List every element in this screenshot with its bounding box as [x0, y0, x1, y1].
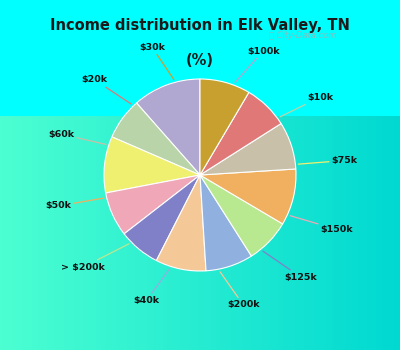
Wedge shape	[124, 175, 200, 260]
Text: $150k: $150k	[290, 216, 353, 234]
Text: ⓘ City-Data.com: ⓘ City-Data.com	[269, 31, 336, 40]
Wedge shape	[106, 175, 200, 234]
Text: All residents: All residents	[156, 92, 244, 105]
Wedge shape	[112, 103, 200, 175]
Text: $75k: $75k	[298, 156, 358, 165]
Text: $125k: $125k	[263, 251, 317, 282]
Wedge shape	[156, 175, 206, 271]
Wedge shape	[200, 169, 296, 224]
Text: $200k: $200k	[220, 272, 260, 309]
Wedge shape	[136, 79, 200, 175]
Text: > $200k: > $200k	[61, 244, 129, 272]
Wedge shape	[200, 175, 283, 256]
Text: $10k: $10k	[280, 93, 333, 117]
Wedge shape	[200, 79, 249, 175]
Wedge shape	[200, 124, 296, 175]
Text: $30k: $30k	[139, 43, 174, 79]
Text: $100k: $100k	[235, 47, 280, 83]
Text: $40k: $40k	[133, 269, 170, 306]
Text: $60k: $60k	[48, 130, 106, 145]
Wedge shape	[200, 92, 281, 175]
Text: $20k: $20k	[82, 75, 131, 104]
Text: Income distribution in Elk Valley, TN: Income distribution in Elk Valley, TN	[50, 18, 350, 33]
Wedge shape	[104, 137, 200, 193]
Text: (%): (%)	[186, 52, 214, 68]
Text: $50k: $50k	[45, 198, 104, 210]
Wedge shape	[200, 175, 252, 271]
